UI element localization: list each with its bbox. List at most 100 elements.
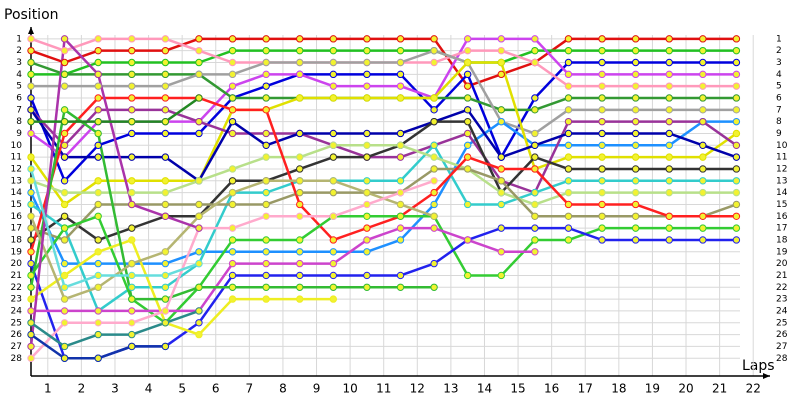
point — [161, 129, 170, 138]
y-tick-label-right: 18 — [776, 235, 788, 245]
point — [363, 129, 371, 138]
y-tick-label: 4 — [16, 70, 22, 80]
series-line — [29, 61, 738, 206]
point — [430, 117, 438, 126]
point — [665, 70, 673, 79]
point — [497, 188, 505, 197]
point — [161, 212, 170, 220]
point — [27, 200, 35, 209]
point — [396, 70, 405, 79]
point — [94, 129, 102, 138]
y-tick-label-right: 5 — [776, 82, 782, 92]
point — [463, 46, 472, 55]
point — [94, 212, 102, 220]
point — [94, 153, 102, 161]
point — [296, 35, 304, 43]
y-tick-label: 6 — [16, 93, 22, 103]
point — [161, 259, 170, 268]
x-tick-label: 2 — [78, 382, 86, 396]
point — [598, 188, 606, 197]
series-line — [30, 37, 737, 88]
point — [262, 248, 270, 256]
point — [531, 236, 539, 244]
point — [94, 46, 102, 55]
point — [296, 165, 304, 173]
point — [665, 82, 673, 90]
point — [631, 58, 640, 67]
point — [228, 271, 237, 280]
series-line — [31, 49, 737, 76]
point — [329, 177, 338, 185]
point — [296, 283, 304, 291]
point — [497, 248, 505, 256]
point — [128, 46, 136, 55]
point — [598, 58, 606, 67]
point — [699, 141, 707, 150]
point — [161, 106, 170, 114]
point — [665, 94, 673, 102]
point — [564, 212, 573, 220]
y-tick-label: 17 — [11, 224, 22, 234]
point — [430, 141, 438, 150]
point — [430, 106, 438, 114]
point — [161, 271, 170, 280]
point — [396, 212, 405, 220]
point — [329, 236, 338, 244]
point — [699, 46, 707, 55]
x-tick-label: 19 — [645, 382, 660, 396]
y-tick-label-right: 27 — [776, 342, 787, 352]
y-tick-label: 26 — [11, 330, 23, 340]
x-tick-label: 20 — [678, 382, 693, 396]
y-tick-label-right: 23 — [776, 295, 787, 305]
point — [329, 259, 338, 268]
point — [396, 177, 405, 185]
point — [665, 35, 673, 43]
point — [128, 35, 136, 43]
point — [564, 153, 573, 161]
point — [94, 177, 102, 185]
point — [732, 82, 741, 90]
point — [699, 177, 707, 185]
series-line — [30, 144, 737, 313]
y-tick-label-right: 1 — [776, 34, 782, 44]
point — [497, 224, 505, 232]
point — [128, 271, 136, 280]
point — [27, 259, 35, 268]
point — [699, 236, 707, 244]
point — [631, 141, 640, 150]
point — [195, 177, 203, 185]
point — [699, 117, 707, 126]
point — [531, 46, 539, 55]
point — [598, 200, 606, 209]
point — [396, 94, 405, 102]
y-tick-label: 27 — [11, 342, 22, 352]
point — [665, 117, 673, 126]
point — [564, 188, 573, 197]
point — [665, 141, 673, 150]
point — [564, 200, 573, 209]
point — [228, 177, 237, 185]
point — [27, 212, 35, 220]
y-tick-label: 13 — [11, 176, 22, 186]
point — [631, 46, 640, 55]
y-tick-label: 7 — [16, 105, 22, 115]
point — [732, 165, 741, 173]
point — [128, 70, 136, 79]
point — [128, 295, 136, 303]
y-tick-label-right: 28 — [776, 354, 788, 364]
point — [161, 58, 170, 67]
point — [430, 259, 438, 268]
point — [732, 70, 741, 79]
point — [60, 70, 69, 79]
point — [665, 46, 673, 55]
point — [598, 106, 606, 114]
point — [598, 129, 606, 138]
point — [631, 212, 640, 220]
point — [228, 70, 237, 79]
point — [531, 165, 539, 173]
point — [161, 35, 170, 43]
x-tick-label: 18 — [611, 382, 626, 396]
x-tick-label: 11 — [376, 382, 391, 396]
point — [94, 106, 102, 114]
point — [27, 342, 35, 351]
